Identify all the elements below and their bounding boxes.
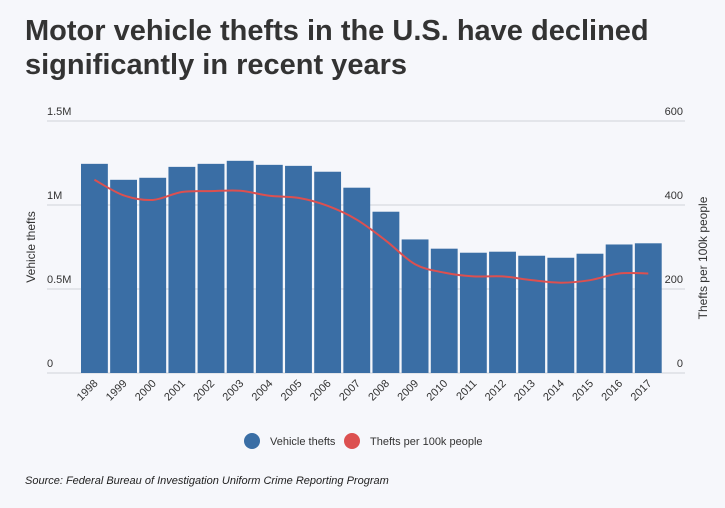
bar-1998 (81, 163, 108, 373)
right-tick-label: 600 (665, 106, 683, 118)
bar-1999 (110, 179, 137, 373)
x-tick-label: 2006 (308, 378, 334, 404)
left-tick-label: 0.5M (47, 274, 71, 286)
bar-2015 (576, 253, 604, 373)
bar-2013 (518, 255, 546, 373)
left-axis-label: Vehicle thefts (24, 211, 38, 282)
line-thefts-per-100k (93, 178, 649, 284)
x-tick-label: 2017 (629, 378, 655, 404)
x-tick-label: 2000 (133, 378, 159, 404)
right-tick-label: 400 (665, 190, 683, 202)
x-tick-label: 2011 (454, 378, 479, 403)
bar-2016 (605, 244, 633, 373)
left-tick-label: 1M (47, 190, 62, 202)
bar-2003 (226, 160, 254, 373)
right-tick-label: 0 (677, 358, 683, 370)
x-tick-label: 2010 (425, 378, 451, 404)
x-tick-label: 2015 (570, 378, 596, 404)
right-tick-label: 200 (665, 274, 683, 286)
x-tick-label: 1999 (104, 378, 130, 404)
x-tick-label: 2007 (337, 378, 363, 404)
x-tick-label: 2001 (162, 378, 188, 404)
legend-label-thefts-per-100k: Thefts per 100k people (370, 436, 483, 448)
left-tick-label: 1.5M (47, 106, 71, 118)
left-tick-label: 0 (47, 358, 53, 370)
bar-2009 (401, 239, 429, 373)
bar-2008 (372, 211, 400, 373)
right-axis-label: Thefts per 100k people (696, 196, 710, 319)
x-tick-label: 2016 (599, 378, 625, 404)
legend-marker-vehicle-thefts (244, 433, 260, 449)
chart-title: Motor vehicle thefts in the U.S. have de… (25, 15, 649, 81)
x-tick-label: 2012 (483, 378, 509, 404)
x-tick-label: 2004 (250, 378, 276, 404)
x-tick-label: 2013 (512, 378, 538, 404)
x-tick-label: 2003 (220, 378, 246, 404)
bar-2001 (168, 166, 196, 373)
x-tick-label: 2002 (191, 378, 217, 404)
bar-2012 (489, 251, 516, 373)
x-tick-label: 2014 (541, 378, 567, 404)
bar-2014 (547, 257, 575, 373)
x-tick-label: 2008 (366, 378, 392, 404)
legend-label-vehicle-thefts: Vehicle thefts (270, 436, 336, 448)
legend-marker-thefts-per-100k (344, 433, 360, 449)
bar-2000 (139, 177, 167, 373)
x-tick-label: 2009 (395, 378, 421, 404)
x-tick-label: 2005 (279, 378, 305, 404)
bar-2004 (255, 164, 283, 373)
bar-2017 (634, 243, 662, 373)
bar-2002 (197, 163, 225, 373)
x-tick-label: 1998 (75, 378, 101, 404)
bar-2010 (430, 248, 458, 373)
source-note: Source: Federal Bureau of Investigation … (25, 475, 389, 487)
bar-2011 (459, 252, 487, 373)
